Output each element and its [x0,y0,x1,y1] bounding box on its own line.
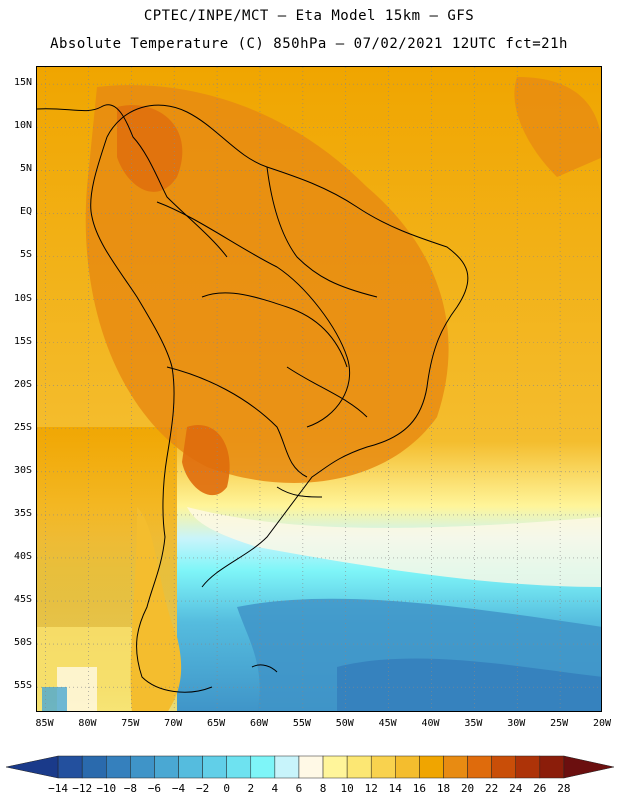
color-scale-swatch [443,755,468,779]
temperature-map [36,66,602,712]
color-scale-label: 12 [364,782,378,795]
color-scale-label: 14 [388,782,402,795]
color-scale-label: 20 [460,782,475,795]
latitude-label: 45S [13,594,32,606]
color-scale-label: 28 [557,782,571,795]
color-scale-label: 24 [509,782,523,795]
color-scale-label: −2 [195,782,210,795]
color-scale-label: 26 [533,782,547,795]
latitude-label: 50S [13,637,32,649]
latitude-label: EQ [19,206,32,218]
color-scale-label: −6 [147,782,162,795]
color-scale-swatch [467,755,492,779]
color-scale-label: 2 [247,782,255,795]
color-scale-label: 4 [271,782,279,795]
color-scale-swatch [370,755,396,779]
color-scale-swatch [491,755,516,779]
longitude-label: 65W [207,718,226,729]
latitude-label: 15N [13,77,32,89]
longitude-label: 50W [335,718,354,729]
color-scale-arrow-low [5,755,59,779]
color-scale-label: 10 [340,782,354,795]
longitude-label: 25W [550,718,569,729]
color-scale-swatch [346,755,372,779]
color-scale-swatch [81,755,107,779]
longitude-label: 55W [292,718,311,729]
latitude-label: 40S [13,550,32,562]
color-scale-label: 6 [295,782,303,795]
color-scale-label: −14 [48,782,69,795]
latitude-label: 35S [13,507,32,519]
longitude-label: 45W [378,718,397,729]
color-scale-swatch [202,755,227,779]
longitude-label: 80W [78,718,97,729]
coastlines-and-borders [37,104,469,693]
color-scale-swatch [515,755,541,779]
latitude-label: 20S [13,378,32,390]
color-scale-swatch [298,755,324,779]
latitude-label: 10N [13,120,32,132]
temperature-fill-layer [37,67,601,711]
color-scale-arrow-high [563,755,615,779]
color-scale-swatch [395,755,420,779]
color-scale-swatch [178,755,203,779]
color-scale-swatch [154,755,179,779]
color-scale-label: −10 [96,782,117,795]
color-scale-swatch [130,755,155,779]
latitude-label: 15S [13,335,32,347]
color-scale-label: 18 [436,782,451,795]
color-scale-swatch [322,755,348,779]
longitude-label: 35W [464,718,483,729]
latitude-label: 25S [13,421,32,433]
latitude-label: 55S [13,680,32,692]
color-scale-label: −12 [72,782,93,795]
color-scale-swatch [226,755,252,779]
latitude-label: 5S [19,249,32,261]
latitude-label: 10S [13,292,32,304]
longitude-label: 85W [35,718,54,729]
color-scale-swatch [57,755,83,779]
color-scale-swatch [250,755,276,779]
color-scale-label: −8 [123,782,137,795]
longitude-label: 70W [164,718,183,729]
color-scale-swatch [419,755,444,779]
color-scale-swatch [274,755,300,779]
color-scale-label: 8 [319,782,327,795]
latitude-label: 30S [13,464,32,476]
color-scale-label: 16 [412,782,427,795]
longitude-label: 20W [592,718,612,729]
color-scale-label: −4 [171,782,186,795]
color-scale-label: 22 [485,782,499,795]
color-scale-label: 0 [223,782,230,795]
longitude-label: 30W [507,718,526,729]
map-title-line-2: Absolute Temperature (C) 850hPa – 07/02/… [50,36,568,52]
color-scale-swatch [106,755,131,779]
map-title-line-1: CPTEC/INPE/MCT – Eta Model 15km – GFS [143,8,475,24]
longitude-label: 60W [249,718,268,729]
color-scale-bar [5,755,615,779]
color-scale-swatch [539,755,565,779]
longitude-label: 40W [421,718,440,729]
longitude-label: 75W [121,718,140,729]
latitude-label: 5N [19,163,32,175]
